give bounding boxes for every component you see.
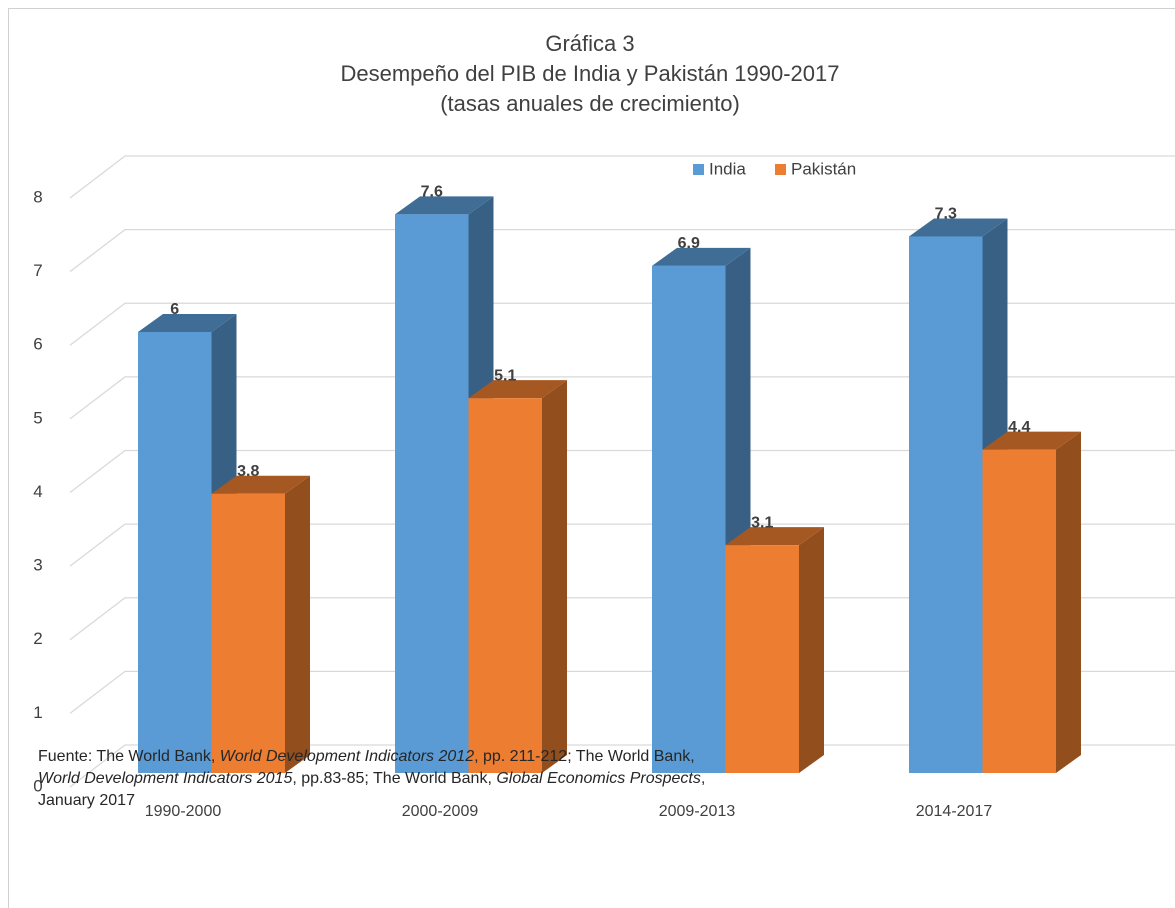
- bar: [138, 332, 212, 773]
- x-tick-label: 2000-2009: [402, 803, 479, 820]
- legend-label: Pakistán: [791, 159, 856, 178]
- grid-line: [69, 744, 1175, 788]
- bar-top: [138, 314, 237, 332]
- y-tick-label: 0: [33, 776, 42, 795]
- bar: [211, 493, 285, 773]
- source-line: Fuente: The World Bank, World Developmen…: [38, 746, 705, 768]
- y-tick-label: 7: [33, 261, 42, 280]
- bar-top: [725, 527, 824, 546]
- bar-side: [1056, 431, 1081, 773]
- bar-top: [652, 247, 751, 266]
- bar-side: [799, 527, 824, 773]
- data-label: 4.4: [1008, 419, 1030, 436]
- source-line: January 2017: [38, 790, 705, 812]
- grid-line: [69, 302, 1175, 346]
- y-tick-label: 3: [33, 556, 42, 575]
- data-label: 3.8: [237, 463, 259, 480]
- bar: [395, 214, 469, 773]
- chart-title: (tasas anuales de crecimiento): [440, 91, 740, 116]
- source-text: World Development Indicators 2012: [219, 748, 475, 765]
- data-label: 3.1: [751, 514, 773, 531]
- chart-title: Gráfica 3: [545, 31, 634, 56]
- bar-top: [211, 475, 310, 494]
- source-line: World Development Indicators 2015, pp.83…: [38, 768, 705, 790]
- data-label: 5.1: [494, 367, 516, 384]
- source-text: Fuente: The World Bank,: [38, 748, 220, 765]
- y-tick-label: 1: [33, 703, 42, 722]
- y-tick-label: 8: [33, 187, 42, 206]
- chart-title: Desempeño del PIB de India y Pakistán 19…: [341, 61, 840, 86]
- y-tick-label: 4: [33, 482, 42, 501]
- data-label: 7.3: [935, 206, 957, 223]
- x-tick-label: 2009-2013: [659, 803, 736, 820]
- source-text: ,: [700, 770, 706, 787]
- data-label: 6.9: [678, 235, 700, 252]
- bar-side: [285, 475, 310, 773]
- x-tick-label: 1990-2000: [145, 803, 222, 820]
- bar: [468, 398, 542, 773]
- data-label: 6: [170, 301, 179, 318]
- bar-top: [982, 431, 1081, 450]
- y-tick-label: 2: [33, 629, 42, 648]
- legend-swatch: [693, 164, 704, 175]
- grid-line: [69, 597, 1175, 641]
- y-tick-label: 5: [33, 408, 42, 427]
- source-text: , pp. 211-212; The World Bank,: [474, 748, 695, 765]
- bar: [652, 265, 726, 773]
- y-tick-label: 6: [33, 335, 42, 354]
- bar: [725, 545, 799, 773]
- legend-swatch: [775, 164, 786, 175]
- source-text: , pp.83-85; The World Bank,: [292, 770, 497, 787]
- grid-line: [69, 155, 1175, 199]
- source-text: World Development Indicators 2015: [38, 770, 293, 787]
- source-text: Global Economics Prospects: [496, 770, 701, 787]
- bar: [982, 449, 1056, 773]
- grid-line: [69, 228, 1175, 273]
- bar: [909, 236, 983, 773]
- grid-line: [69, 670, 1175, 714]
- legend-label: India: [709, 159, 746, 178]
- bar-top: [395, 196, 494, 215]
- source-text: January 2017: [38, 792, 135, 809]
- grid-line: [69, 523, 1175, 567]
- source-note: Fuente: The World Bank, World Developmen…: [38, 746, 705, 812]
- chart-frame: [8, 8, 1175, 908]
- data-label: 7.6: [421, 184, 443, 201]
- bar-top: [468, 380, 567, 399]
- bar-top: [909, 218, 1008, 237]
- grid-line: [69, 449, 1175, 494]
- bar-side: [542, 380, 567, 773]
- x-tick-label: 2014-2017: [916, 803, 993, 820]
- grid-line: [69, 376, 1175, 420]
